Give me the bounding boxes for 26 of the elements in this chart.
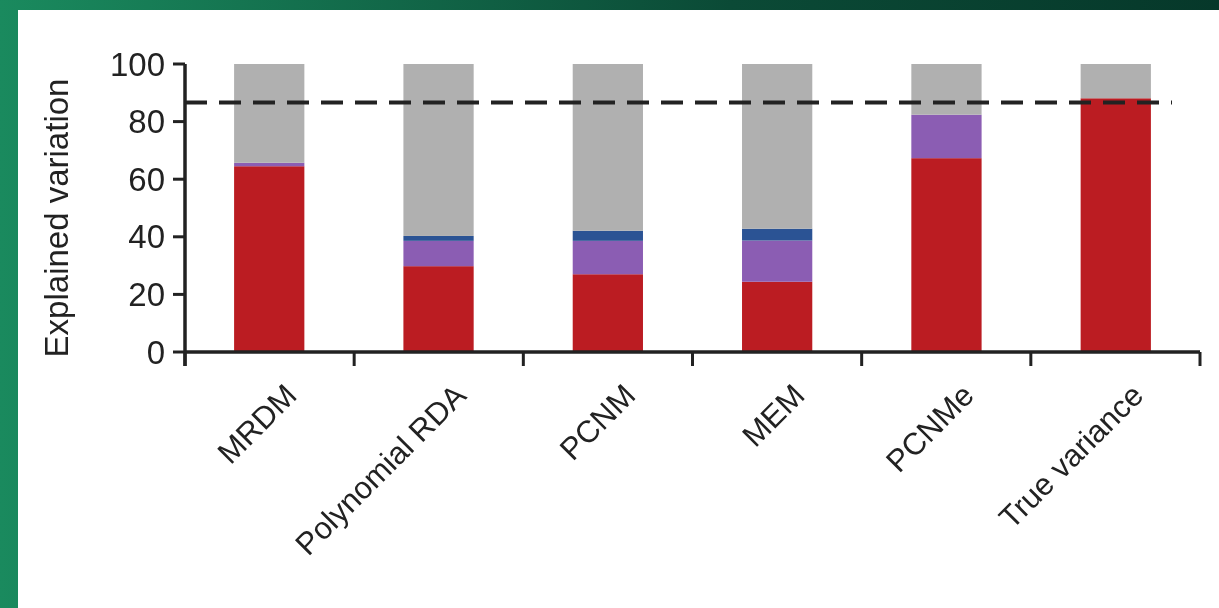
bar (572, 240, 643, 275)
bar (403, 240, 474, 267)
bar (1080, 98, 1151, 352)
y-tick-label: 60 (128, 160, 165, 198)
bar (234, 166, 305, 352)
bar (403, 64, 474, 236)
bar (572, 64, 643, 231)
bar (742, 240, 813, 282)
bar (234, 64, 305, 163)
bar (742, 228, 813, 241)
y-tick-label: 0 (146, 333, 165, 371)
bar (742, 281, 813, 352)
y-tick-label: 80 (128, 103, 165, 141)
y-tick-label: 40 (128, 218, 165, 256)
y-axis-title: Explained variation (38, 78, 75, 358)
bar (1080, 64, 1151, 99)
bar (572, 274, 643, 352)
y-tick-label: 100 (109, 45, 165, 83)
y-tick-label: 20 (128, 275, 165, 313)
bar (403, 266, 474, 352)
bar (403, 235, 474, 241)
bar (911, 158, 982, 352)
bar (911, 64, 982, 115)
bar (911, 114, 982, 159)
bar (742, 64, 813, 229)
bar (572, 230, 643, 241)
